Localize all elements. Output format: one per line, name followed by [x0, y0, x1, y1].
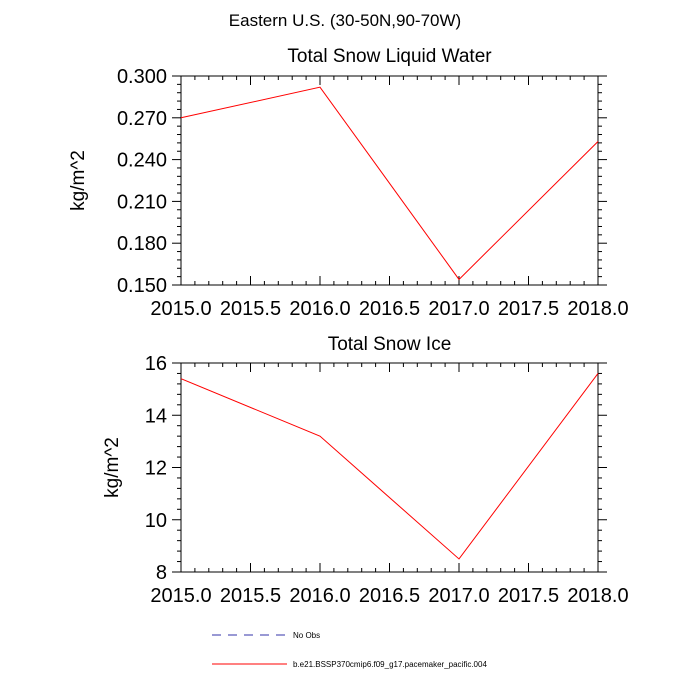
- figure-title: Eastern U.S. (30-50N,90-70W): [229, 11, 461, 30]
- panel-snow-ice: Total Snow Ice 2015.0 2015.5 2016.0 2016.5 20…: [102, 334, 629, 607]
- chart1-plot-frame: [180, 362, 599, 573]
- chart0-y-tick-label: 0.240: [117, 150, 167, 172]
- chart1-y-tick-label: 14: [145, 405, 167, 427]
- chart0-y-tick-label: 0.300: [117, 66, 167, 88]
- chart1-x-tick-label: 2016.5: [359, 585, 420, 607]
- chart0-x-tick-label: 2015.5: [220, 298, 281, 320]
- legend: No Obs b.e21.BSSP370cmip6.f09_g17.pacema…: [212, 631, 487, 669]
- chart0-y-tick-label: 0.150: [117, 275, 167, 297]
- chart1-x-tick-label: 2018.0: [567, 585, 628, 607]
- chart0-x-tick-label: 2017.0: [428, 298, 489, 320]
- chart0-y-tick-label: 0.180: [117, 233, 167, 255]
- chart0-y-tick-label: 0.270: [117, 108, 167, 130]
- chart1-x-tick-label: 2015.0: [150, 585, 211, 607]
- chart0-x-tick-label: 2016.0: [289, 298, 350, 320]
- chart1-y-tick-label: 10: [145, 510, 167, 532]
- chart1-y-axis-title: kg/m^2: [102, 437, 123, 498]
- legend-label-no-obs: No Obs: [293, 631, 320, 640]
- chart1-y-tick-label: 12: [145, 458, 167, 480]
- chart0-series-line-0: [180, 86, 599, 281]
- chart1-x-tick-label: 2017.5: [498, 585, 559, 607]
- chart0-x-tick-label: 2018.0: [567, 298, 628, 320]
- chart0-y-axis-title: kg/m^2: [68, 150, 89, 211]
- chart1-x-tick-label: 2017.0: [428, 585, 489, 607]
- chart1-y-tick-label: 8: [156, 562, 167, 584]
- chart1-series-line-0: [180, 373, 599, 560]
- chart0-plot-frame: [180, 75, 599, 286]
- chart0-x-tick-label: 2017.5: [498, 298, 559, 320]
- chart0-x-tick-label: 2016.5: [359, 298, 420, 320]
- chart0-x-tick-label: 2015.0: [150, 298, 211, 320]
- chart0-title: Total Snow Liquid Water: [287, 46, 492, 67]
- chart0-y-tick-label: 0.210: [117, 191, 167, 213]
- chart1-y-tick-label: 16: [145, 353, 167, 375]
- chart1-title: Total Snow Ice: [328, 334, 452, 355]
- chart1-x-tick-label: 2015.5: [220, 585, 281, 607]
- panel-snow-liquid-water: Total Snow Liquid Water 2015.0 2015.5 2016.…: [68, 46, 629, 320]
- chart1-x-tick-label: 2016.0: [289, 585, 350, 607]
- legend-label-model: b.e21.BSSP370cmip6.f09_g17.pacemaker_pac…: [293, 660, 487, 669]
